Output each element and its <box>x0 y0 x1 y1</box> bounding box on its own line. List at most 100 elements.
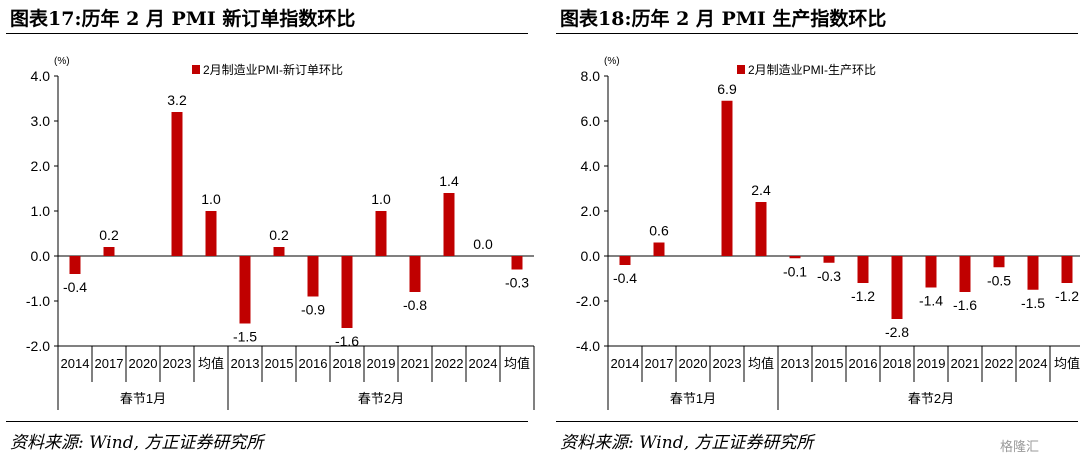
bar <box>653 242 665 256</box>
legend-label: 2月制造业PMI-新订单环比 <box>203 62 343 77</box>
bar <box>925 256 937 288</box>
data-label: -0.3 <box>817 268 841 284</box>
x-tick-label: 2018 <box>333 356 362 371</box>
x-tick-label: 2019 <box>917 356 946 371</box>
x-tick-label: 2023 <box>163 356 192 371</box>
bar <box>171 112 183 256</box>
chart-title: 图表17:历年 2 月 PMI 新订单指数环比 <box>10 8 356 30</box>
y-tick-label: -2.0 <box>26 338 50 354</box>
data-label: 1.4 <box>439 173 459 189</box>
chart-panel-production: 图表18:历年 2 月 PMI 生产指数环比 (%) 2月制造业PMI-生产环比 -… <box>556 0 1080 463</box>
data-label: -1.4 <box>919 293 943 309</box>
bar <box>443 193 455 256</box>
x-tick-label: 2021 <box>951 356 980 371</box>
y-unit-label: (%) <box>54 56 70 67</box>
data-label: -1.2 <box>1055 288 1079 304</box>
y-tick-label: 1.0 <box>31 203 51 219</box>
data-label: -1.2 <box>851 288 875 304</box>
data-label: 0.2 <box>99 227 119 243</box>
x-tick-label: 均值 <box>1054 356 1080 371</box>
x-tick-label: 2014 <box>611 356 640 371</box>
x-tick-label: 2013 <box>781 356 810 371</box>
y-tick-label: 4.0 <box>581 158 601 174</box>
y-tick-label: 4.0 <box>31 68 51 84</box>
source-note: 资料来源: Wind, 方正证券研究所 <box>560 433 814 453</box>
y-tick-label: 8.0 <box>581 68 601 84</box>
group-label: 春节2月 <box>908 391 954 406</box>
bar <box>273 247 285 256</box>
data-label: -1.6 <box>335 333 359 349</box>
data-label: -0.8 <box>403 297 427 313</box>
x-tick-label: 2015 <box>265 356 294 371</box>
bar <box>1027 256 1039 290</box>
bar <box>993 256 1005 268</box>
bar-chart-new-orders: (%) 2月制造业PMI-新订单环比 -2.0 -1.0 0.0 1.0 2.0 3.0 4.0… <box>26 56 535 410</box>
x-tick-label: 2015 <box>815 356 844 371</box>
x-tick-label: 2020 <box>129 356 158 371</box>
bar <box>891 256 903 319</box>
x-tick-label: 2013 <box>231 356 260 371</box>
title-rule <box>556 33 1078 34</box>
bar <box>239 256 251 324</box>
data-label: 3.2 <box>167 92 187 108</box>
x-tick-label: 2017 <box>645 356 674 371</box>
y-tick-label: 3.0 <box>31 113 51 129</box>
y-tick-label: -4.0 <box>576 338 600 354</box>
data-label: 0.2 <box>269 227 289 243</box>
y-tick-label: -2.0 <box>576 293 600 309</box>
legend-swatch <box>737 65 745 74</box>
bar-chart-production: (%) 2月制造业PMI-生产环比 -4.0 -2.0 0.0 2.0 4.0 6.0 8.0 春… <box>576 56 1080 410</box>
data-label: -0.1 <box>783 263 807 279</box>
source-rule <box>556 421 1078 422</box>
x-tick-label: 2017 <box>95 356 124 371</box>
data-label: -2.8 <box>885 324 909 340</box>
data-label: -0.9 <box>301 302 325 318</box>
x-tick-label: 2024 <box>1019 356 1048 371</box>
x-tick-label: 2020 <box>679 356 708 371</box>
bar <box>619 256 631 265</box>
x-tick-label: 均值 <box>748 356 774 371</box>
y-tick-label: 0.0 <box>581 248 601 264</box>
y-tick-label: 6.0 <box>581 113 601 129</box>
bar <box>857 256 869 283</box>
x-tick-label: 2022 <box>985 356 1014 371</box>
bar <box>341 256 353 328</box>
data-label: 0.6 <box>649 223 669 239</box>
bar <box>721 100 733 256</box>
source-note: 资料来源: Wind, 方正证券研究所 <box>10 433 264 453</box>
x-tick-label: 均值 <box>198 356 224 371</box>
x-tick-label: 2023 <box>713 356 742 371</box>
title-rule <box>6 33 528 34</box>
bar <box>307 256 319 297</box>
x-tick-label: 2016 <box>849 356 878 371</box>
data-label: 0.0 <box>473 236 493 252</box>
data-label: -1.6 <box>953 297 977 313</box>
chart-title: 图表18:历年 2 月 PMI 生产指数环比 <box>560 8 887 30</box>
chart-panel-new-orders: 图表17:历年 2 月 PMI 新订单指数环比 (%) 2月制造业PMI-新订单环… <box>6 0 536 463</box>
y-unit-label: (%) <box>604 56 620 67</box>
x-tick-label: 2021 <box>401 356 430 371</box>
data-label: 1.0 <box>201 191 221 207</box>
bar <box>511 256 523 270</box>
data-label: -1.5 <box>233 329 257 345</box>
data-label: 6.9 <box>717 81 737 97</box>
bar <box>205 211 217 256</box>
group-label: 春节2月 <box>358 391 404 406</box>
y-tick-label: 2.0 <box>31 158 51 174</box>
group-label: 春节1月 <box>670 391 716 406</box>
bar <box>1061 256 1073 283</box>
x-tick-label: 2019 <box>367 356 396 371</box>
x-tick-label: 2018 <box>883 356 912 371</box>
group-label: 春节1月 <box>120 391 166 406</box>
data-label: -0.3 <box>505 275 529 291</box>
x-tick-label: 2022 <box>435 356 464 371</box>
source-rule <box>6 421 528 422</box>
bar <box>755 202 767 256</box>
x-tick-label: 2016 <box>299 356 328 371</box>
data-label: -1.5 <box>1021 295 1045 311</box>
data-label: -0.4 <box>613 270 637 286</box>
y-tick-label: 0.0 <box>31 248 51 264</box>
legend-swatch <box>192 65 200 74</box>
bar <box>375 211 387 256</box>
x-tick-label: 2024 <box>469 356 498 371</box>
